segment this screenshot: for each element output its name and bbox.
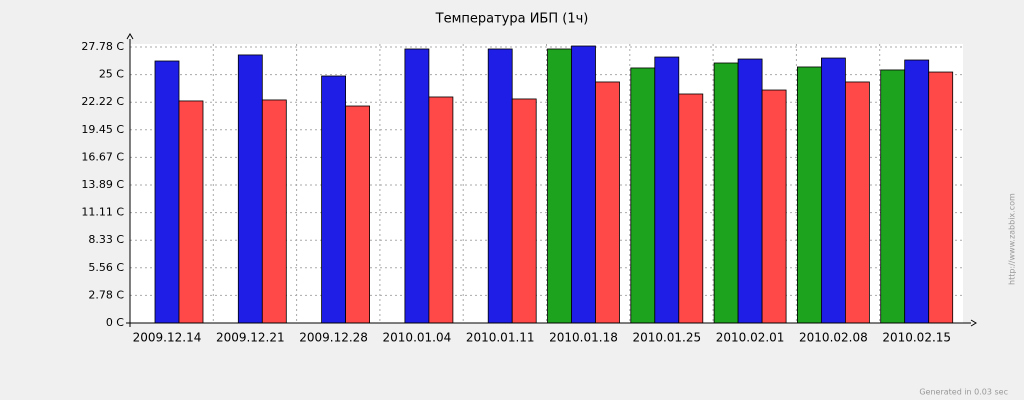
- bar: [737, 58, 763, 324]
- bar: [487, 48, 513, 324]
- bar: [595, 81, 620, 324]
- y-tick-label: 22.22 C: [81, 95, 124, 108]
- bar: [571, 45, 596, 324]
- x-tick-label: 2010.02.01: [716, 331, 785, 345]
- x-tick-label: 2010.01.18: [549, 331, 618, 345]
- bar: [928, 71, 954, 324]
- chart-title: Температура ИБП (1ч): [435, 12, 589, 27]
- y-tick-label: 16.67 C: [81, 150, 124, 163]
- y-tick-label: 5.56 C: [88, 261, 124, 274]
- bar: [713, 62, 739, 324]
- bar: [761, 89, 787, 324]
- bar: [904, 59, 930, 324]
- footer: Generated in 0.03 sec: [919, 388, 1008, 397]
- bar: [845, 81, 870, 324]
- bar: [821, 57, 846, 324]
- bar: [797, 66, 822, 324]
- watermark: http://www.zabbix.com: [1008, 193, 1017, 285]
- bar: [880, 69, 906, 324]
- bar: [630, 67, 656, 324]
- x-tick-label: 2009.12.21: [216, 331, 285, 345]
- bar: [511, 98, 537, 324]
- y-tick-label: 25 C: [99, 68, 124, 81]
- x-tick-label: 2009.12.14: [133, 331, 202, 345]
- y-axis-arrow: [126, 33, 134, 40]
- bar: [404, 48, 430, 324]
- y-tick-label: 19.45 C: [81, 123, 124, 136]
- x-tick-label: 2010.01.11: [466, 331, 535, 345]
- y-tick-label: 13.89 C: [81, 178, 124, 191]
- bar: [547, 48, 572, 324]
- x-axis-arrow: [970, 319, 977, 327]
- x-tick-label: 2010.01.04: [383, 331, 452, 345]
- y-tick-label: 0 C: [106, 316, 124, 329]
- bar: [178, 100, 204, 324]
- x-tick-label: 2010.02.08: [799, 331, 868, 345]
- bar: [428, 96, 454, 324]
- x-tick-label: 2010.02.15: [882, 331, 951, 345]
- bar: [261, 99, 287, 324]
- x-tick-label: 2009.12.28: [299, 331, 368, 345]
- y-tick-label: 2.78 C: [88, 288, 124, 301]
- bar: [154, 60, 180, 324]
- bar: [678, 93, 704, 324]
- bar: [321, 75, 347, 324]
- bar: [345, 105, 371, 324]
- y-tick-label: 27.78 C: [81, 40, 124, 53]
- bar: [654, 56, 680, 324]
- x-tick-label: 2010.01.25: [632, 331, 701, 345]
- bar: [237, 54, 263, 324]
- y-tick-label: 8.33 C: [88, 233, 124, 246]
- y-tick-label: 11.11 C: [81, 206, 124, 219]
